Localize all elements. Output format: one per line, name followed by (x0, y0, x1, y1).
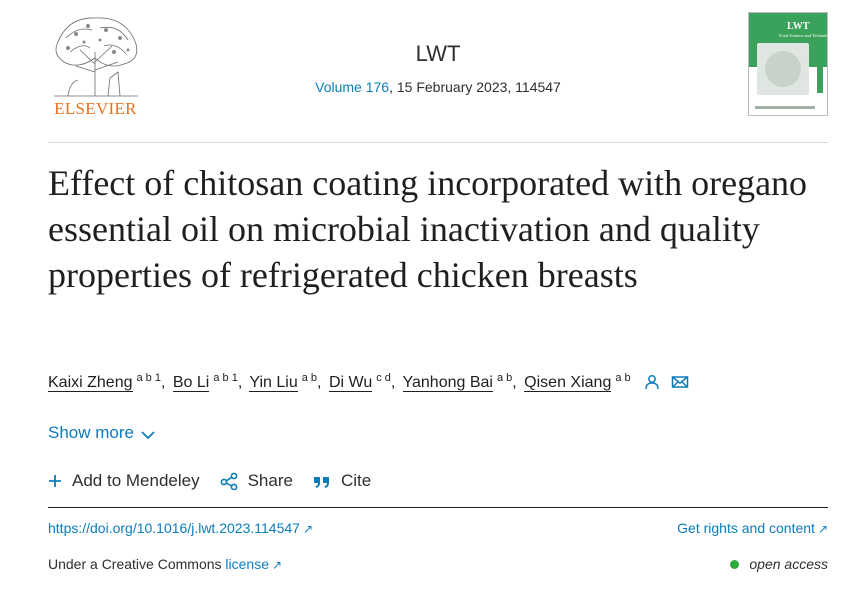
author-separator: , (390, 374, 396, 391)
rights-label: Get rights and content (677, 520, 815, 536)
license-link[interactable]: license ↗ (225, 556, 282, 572)
quote-icon (313, 477, 329, 488)
author[interactable]: Yanhong Bai a b, (402, 372, 520, 392)
author[interactable]: Qisen Xiang a b (524, 372, 633, 392)
author[interactable]: Di Wu c d, (328, 372, 398, 392)
external-link-icon: ↗ (817, 522, 828, 536)
author[interactable]: Yin Liu a b, (249, 372, 324, 392)
share-icon (220, 472, 237, 490)
cover-footer (755, 106, 815, 109)
author-affiliation: a b (496, 372, 513, 384)
author-name[interactable]: Yanhong Bai (402, 374, 493, 392)
author-separator: , (237, 374, 243, 391)
header-divider (48, 142, 828, 143)
article-actions: Add to Mendeley Share Cite (48, 471, 391, 491)
show-more-label: Show more (48, 423, 134, 442)
author-list: Kaixi Zheng a b 1, Bo Li a b 1, Yin Liu a b… (48, 372, 828, 395)
author-name[interactable]: Di Wu (328, 374, 373, 392)
author-affiliation: a b (615, 372, 631, 384)
cite-button[interactable]: Cite (313, 471, 371, 491)
show-more-toggle[interactable]: Show more (48, 423, 156, 443)
author[interactable]: Bo Li a b 1, (172, 372, 245, 392)
masthead: ELSEVIER LWT Volume 176, 15 February 202… (48, 12, 833, 142)
share-button[interactable]: Share (220, 471, 293, 491)
share-label: Share (247, 471, 293, 490)
envelope-icon[interactable] (671, 374, 689, 395)
issue-details: , 15 February 2023, 114547 (389, 79, 561, 95)
author-name[interactable]: Bo Li (172, 374, 210, 392)
external-link-icon: ↗ (302, 522, 313, 536)
person-icon[interactable] (644, 374, 660, 395)
cover-image (757, 43, 809, 95)
cite-label: Cite (340, 471, 372, 490)
cover-title: LWT (787, 21, 810, 32)
open-access-label: open access (749, 556, 828, 572)
cover-subtitle: Food Science and Technology (779, 33, 834, 38)
external-link-icon: ↗ (272, 558, 283, 572)
cover-stripe (817, 45, 823, 93)
publisher-name: ELSEVIER (54, 99, 137, 118)
journal-cover[interactable]: LWT Food Science and Technology (748, 12, 833, 116)
open-access-dot-icon (730, 560, 740, 569)
author-separator: , (317, 374, 322, 391)
license-notice: Under a Creative Commons license ↗ (48, 556, 282, 572)
journal-header: LWT Volume 176, 15 February 2023, 114547 (248, 41, 628, 96)
actions-divider (48, 507, 828, 508)
elsevier-logo[interactable]: ELSEVIER (48, 12, 143, 120)
author-affiliation: a b (301, 372, 318, 384)
open-access-badge: open access (730, 556, 828, 572)
add-to-mendeley-label: Add to Mendeley (72, 471, 200, 490)
doi-link[interactable]: https://doi.org/10.1016/j.lwt.2023.11454… (48, 520, 313, 536)
license-prefix: Under a Creative Commons (48, 556, 226, 572)
author-affiliation: a b 1 (213, 372, 238, 384)
author-affiliation: c d (376, 372, 391, 384)
author-name[interactable]: Yin Liu (249, 374, 298, 392)
volume-link[interactable]: Volume 176 (315, 79, 390, 95)
rights-link[interactable]: Get rights and content ↗ (677, 520, 828, 536)
elsevier-tree-icon (54, 17, 138, 97)
plus-icon (49, 475, 61, 487)
author-name[interactable]: Kaixi Zheng (48, 374, 133, 392)
journal-issue-info: Volume 176, 15 February 2023, 114547 (248, 79, 628, 95)
chevron-down-icon (141, 431, 155, 440)
doi-url: https://doi.org/10.1016/j.lwt.2023.11454… (48, 520, 300, 536)
add-to-mendeley-button[interactable]: Add to Mendeley (48, 471, 200, 491)
license-link-label: license (225, 556, 269, 572)
author-separator: , (160, 374, 166, 391)
author-affiliation: a b 1 (136, 372, 161, 384)
article-title: Effect of chitosan coating incorporated … (48, 163, 808, 295)
author-name[interactable]: Qisen Xiang (524, 374, 612, 392)
author-separator: , (512, 374, 517, 391)
author[interactable]: Kaixi Zheng a b 1, (48, 372, 168, 392)
journal-name[interactable]: LWT (415, 41, 461, 66)
